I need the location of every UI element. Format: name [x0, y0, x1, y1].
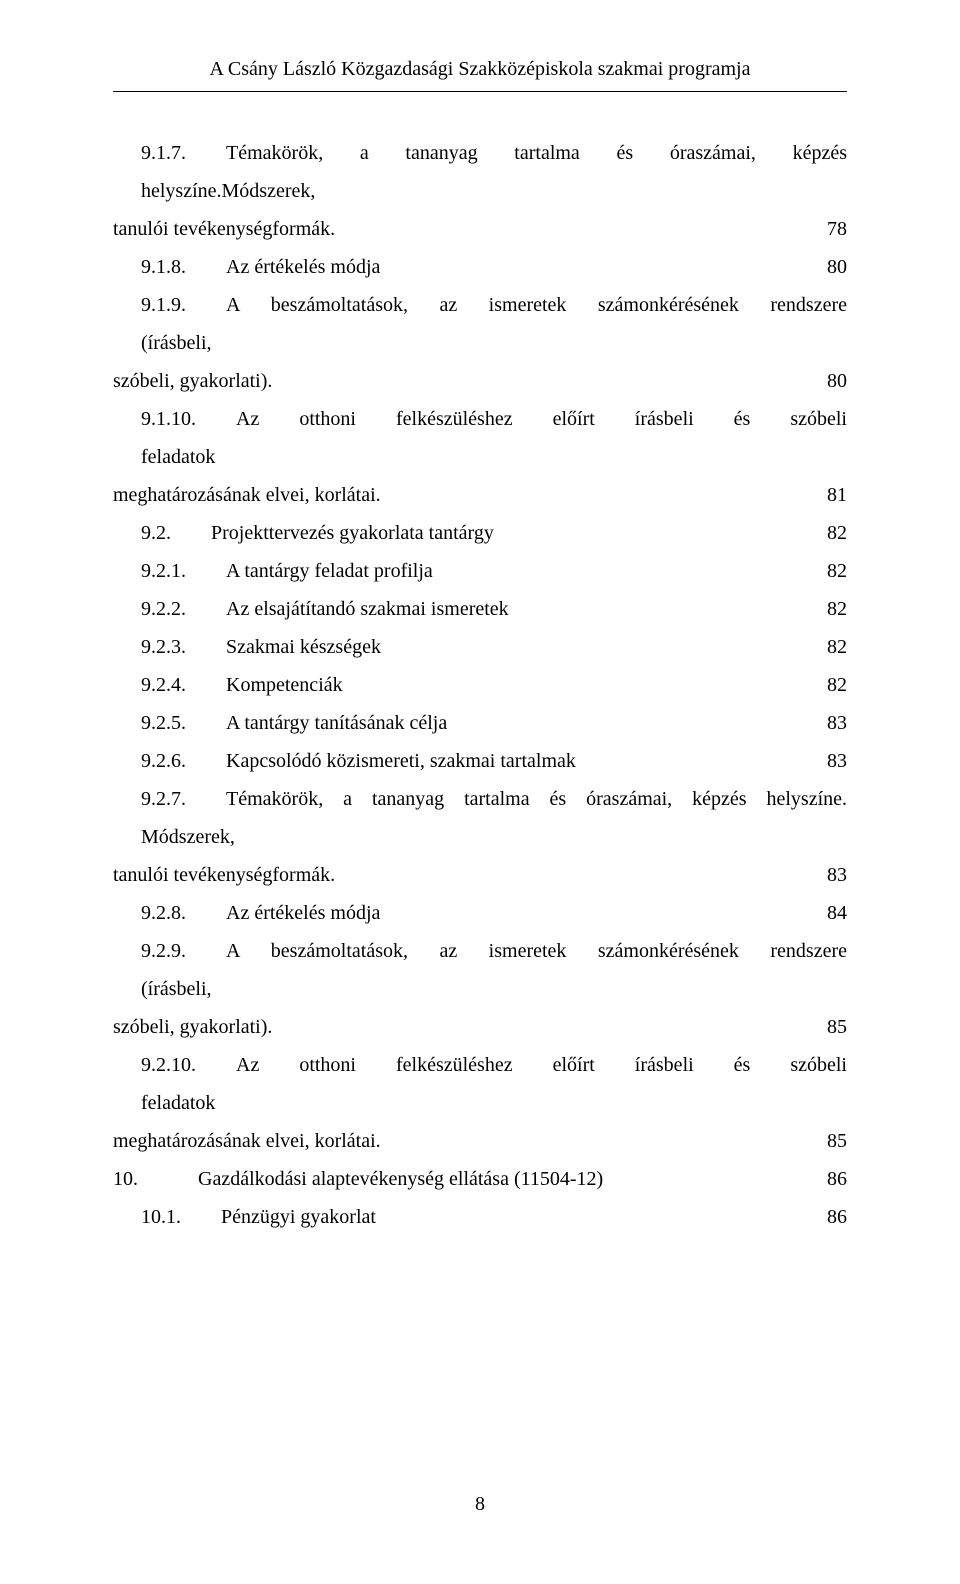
toc-page-ref: 82	[823, 628, 847, 666]
toc-title-line1: Témakörök, a tananyag tartalma és óraszá…	[141, 788, 847, 848]
toc-number: 10.1.	[141, 1198, 181, 1236]
toc-page-ref: 81	[823, 476, 847, 514]
toc-entry: 9.2.1. A tantárgy feladat profilja 82	[113, 552, 847, 590]
toc-entry: 9.2.2. Az elsajátítandó szakmai ismerete…	[113, 590, 847, 628]
toc-page-ref: 85	[823, 1008, 847, 1046]
document-page: A Csány László Közgazdasági Szakközépisk…	[0, 0, 960, 1584]
toc-number: 9.2.3.	[141, 628, 186, 666]
toc-page-ref: 82	[823, 666, 847, 704]
toc-title-line1: Témakörök, a tananyag tartalma és óraszá…	[141, 142, 847, 202]
toc-title: Az elsajátítandó szakmai ismeretek	[226, 590, 509, 628]
toc-entry: 9.1.8. Az értékelés módja 80	[113, 248, 847, 286]
toc-title: Szakmai készségek	[226, 628, 381, 666]
toc-entry: 9.2.10. Az otthoni felkészüléshez előírt…	[113, 1046, 847, 1122]
toc-title: A tantárgy feladat profilja	[226, 552, 433, 590]
toc-title-line2: tanulói tevékenységformák.	[113, 856, 335, 894]
toc-page-ref: 80	[823, 362, 847, 400]
toc-title: Projekttervezés gyakorlata tantárgy	[211, 514, 494, 552]
toc-number: 9.2.8.	[141, 894, 186, 932]
toc-title: Az értékelés módja	[226, 894, 380, 932]
toc-number: 9.2.10.	[141, 1054, 196, 1076]
toc-number: 9.2.9.	[141, 940, 186, 962]
toc-title-line1: Az otthoni felkészüléshez előírt írásbel…	[141, 1054, 847, 1114]
toc-number: 9.2.5.	[141, 704, 186, 742]
toc-entry: 9.2.5. A tantárgy tanításának célja 83	[113, 704, 847, 742]
toc-entry: 9.1.10. Az otthoni felkészüléshez előírt…	[113, 400, 847, 476]
toc-page-ref: 80	[823, 248, 847, 286]
toc-page-ref: 82	[823, 590, 847, 628]
toc-page-ref: 83	[823, 856, 847, 894]
toc-entry: 9.1.9. A beszámoltatások, az ismeretek s…	[113, 286, 847, 362]
toc-number: 9.2.7.	[141, 788, 186, 810]
toc-entry: 9.1.7. Témakörök, a tananyag tartalma és…	[113, 134, 847, 210]
toc-entry: 9.2.6. Kapcsolódó közismereti, szakmai t…	[113, 742, 847, 780]
toc-page-ref: 82	[823, 552, 847, 590]
toc-entry-continuation: szóbeli, gyakorlati). 80	[113, 362, 847, 400]
toc-title: Kompetenciák	[226, 666, 343, 704]
toc-entry: 10.1. Pénzügyi gyakorlat 86	[113, 1198, 847, 1236]
toc-page-ref: 78	[823, 210, 847, 248]
toc-page-ref: 84	[823, 894, 847, 932]
toc-title-line2: szóbeli, gyakorlati).	[113, 362, 272, 400]
toc-title: Gazdálkodási alaptevékenység ellátása (1…	[198, 1160, 603, 1198]
toc-page-ref: 86	[823, 1198, 847, 1236]
toc-entry: 10. Gazdálkodási alaptevékenység ellátás…	[113, 1160, 847, 1198]
toc-title: Az értékelés módja	[226, 248, 380, 286]
toc-entry-continuation: szóbeli, gyakorlati). 85	[113, 1008, 847, 1046]
toc-entry: 9.2.4. Kompetenciák 82	[113, 666, 847, 704]
toc-number: 9.2.1.	[141, 552, 186, 590]
toc-number: 10.	[113, 1160, 138, 1198]
toc-title-line2: tanulói tevékenységformák.	[113, 210, 335, 248]
toc-number: 9.1.8.	[141, 248, 186, 286]
toc-number: 9.2.6.	[141, 742, 186, 780]
toc-title-line1: A beszámoltatások, az ismeretek számonké…	[141, 294, 847, 354]
toc-title-line1: Az otthoni felkészüléshez előírt írásbel…	[141, 408, 847, 468]
toc-page-ref: 86	[823, 1160, 847, 1198]
toc-number: 9.1.9.	[141, 294, 186, 316]
toc-title-line2: meghatározásának elvei, korlátai.	[113, 1122, 381, 1160]
toc-title-line2: szóbeli, gyakorlati).	[113, 1008, 272, 1046]
toc-number: 9.2.	[141, 514, 171, 552]
toc-number: 9.2.2.	[141, 590, 186, 628]
toc-page-ref: 82	[823, 514, 847, 552]
toc-page-ref: 83	[823, 742, 847, 780]
toc-title: Pénzügyi gyakorlat	[221, 1198, 376, 1236]
toc-entry: 9.2.7. Témakörök, a tananyag tartalma és…	[113, 780, 847, 856]
toc-entry-continuation: tanulói tevékenységformák. 83	[113, 856, 847, 894]
toc-number: 9.1.10.	[141, 408, 196, 430]
page-header: A Csány László Közgazdasági Szakközépisk…	[113, 58, 847, 92]
table-of-contents: 9.1.7. Témakörök, a tananyag tartalma és…	[113, 134, 847, 1236]
toc-title: A tantárgy tanításának célja	[226, 704, 447, 742]
toc-page-ref: 83	[823, 704, 847, 742]
toc-entry: 9.2. Projekttervezés gyakorlata tantárgy…	[113, 514, 847, 552]
toc-entry-continuation: tanulói tevékenységformák. 78	[113, 210, 847, 248]
toc-entry-continuation: meghatározásának elvei, korlátai. 85	[113, 1122, 847, 1160]
toc-title: Kapcsolódó közismereti, szakmai tartalma…	[226, 742, 576, 780]
toc-entry-continuation: meghatározásának elvei, korlátai. 81	[113, 476, 847, 514]
toc-entry: 9.2.8. Az értékelés módja 84	[113, 894, 847, 932]
page-number: 8	[0, 1493, 960, 1516]
toc-entry: 9.2.3. Szakmai készségek 82	[113, 628, 847, 666]
toc-page-ref: 85	[823, 1122, 847, 1160]
toc-number: 9.1.7.	[141, 142, 186, 164]
toc-title-line1: A beszámoltatások, az ismeretek számonké…	[141, 940, 847, 1000]
toc-entry: 9.2.9. A beszámoltatások, az ismeretek s…	[113, 932, 847, 1008]
toc-title-line2: meghatározásának elvei, korlátai.	[113, 476, 381, 514]
toc-number: 9.2.4.	[141, 666, 186, 704]
